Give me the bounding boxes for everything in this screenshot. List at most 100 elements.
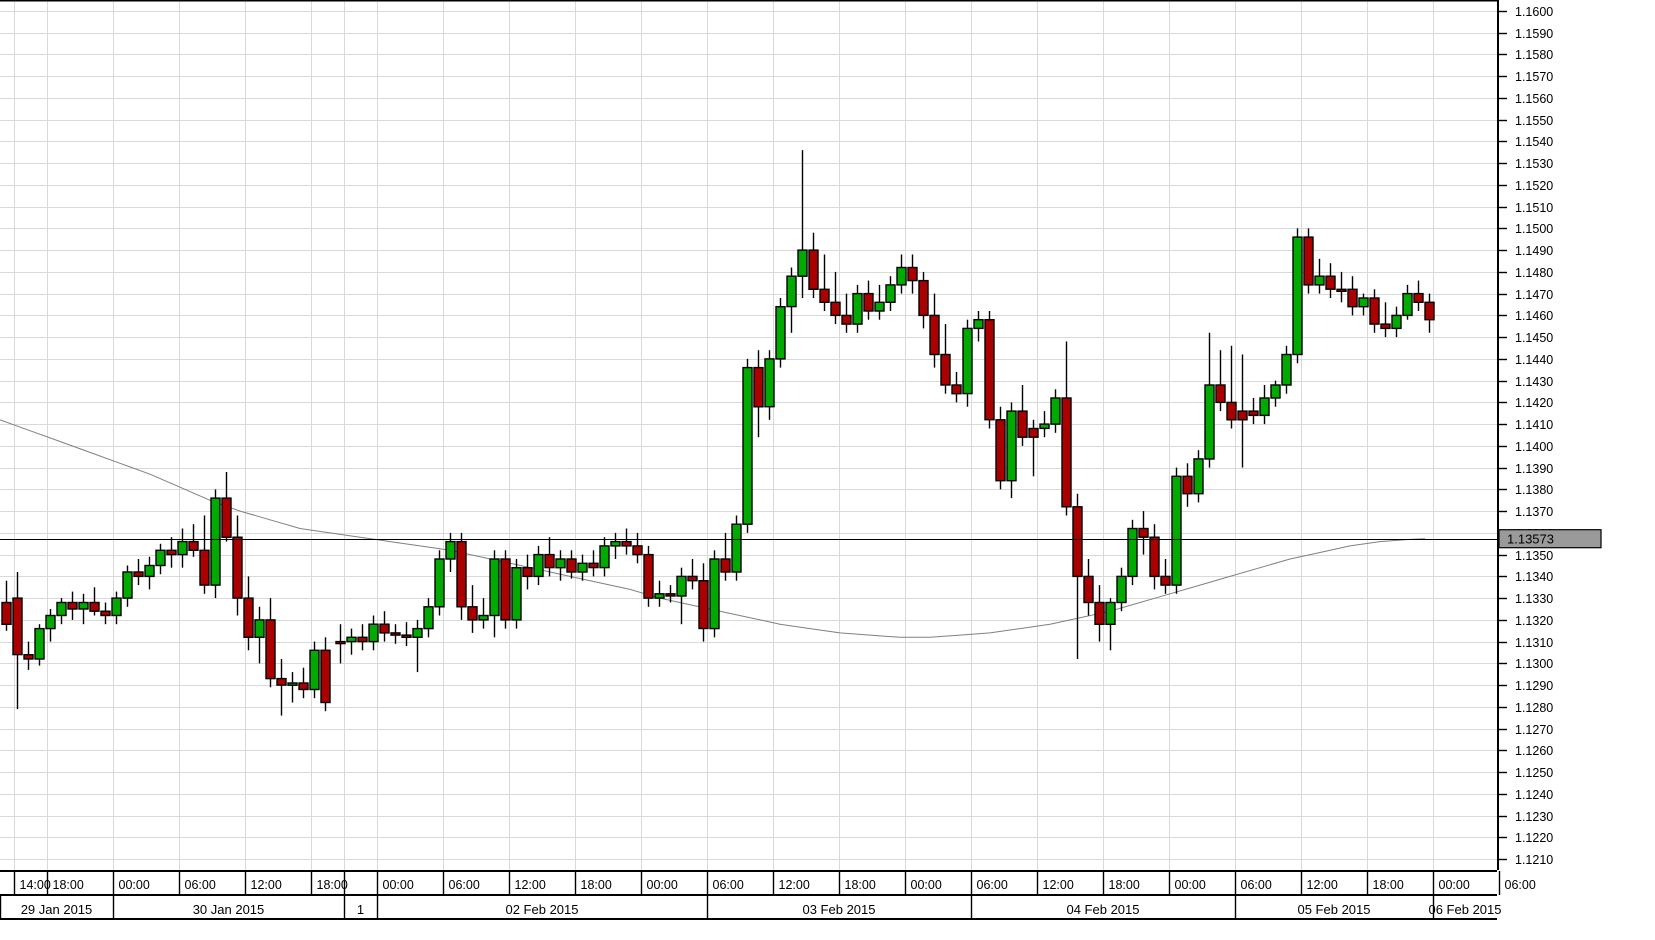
candle[interactable] <box>368 615 379 651</box>
candle[interactable] <box>544 537 555 577</box>
candle[interactable] <box>434 550 445 616</box>
candle[interactable] <box>1281 345 1292 394</box>
candle[interactable] <box>720 532 731 581</box>
candle[interactable] <box>298 667 309 699</box>
candle[interactable] <box>379 611 390 642</box>
candle[interactable] <box>500 550 511 629</box>
candle[interactable] <box>841 293 852 333</box>
candle[interactable] <box>1391 306 1402 338</box>
candle[interactable] <box>177 528 188 568</box>
candle[interactable] <box>265 598 276 688</box>
candle[interactable] <box>731 515 742 581</box>
candle[interactable] <box>940 324 951 394</box>
candle[interactable] <box>599 537 610 577</box>
candle[interactable] <box>1336 271 1347 303</box>
candle[interactable] <box>401 622 412 646</box>
candle[interactable] <box>1061 341 1072 516</box>
candle[interactable] <box>335 624 346 664</box>
candle[interactable] <box>1105 598 1116 651</box>
candle[interactable] <box>467 585 478 633</box>
candle[interactable] <box>676 567 687 625</box>
candle[interactable] <box>199 515 210 594</box>
candle[interactable] <box>489 550 500 638</box>
candle[interactable] <box>1402 284 1413 320</box>
candle[interactable] <box>287 672 298 703</box>
candle[interactable] <box>830 271 841 325</box>
candle[interactable] <box>1017 385 1028 446</box>
candle[interactable] <box>984 311 995 429</box>
candle[interactable] <box>390 624 401 644</box>
candle[interactable] <box>863 280 874 320</box>
candle[interactable] <box>555 550 566 581</box>
candle[interactable] <box>1413 280 1424 311</box>
candle[interactable] <box>775 298 786 368</box>
candle[interactable] <box>1259 385 1270 425</box>
candle[interactable] <box>155 543 166 575</box>
candle[interactable] <box>1039 411 1050 438</box>
candle[interactable] <box>654 580 665 607</box>
candle[interactable] <box>1149 524 1160 590</box>
candle[interactable] <box>918 271 929 329</box>
candle[interactable] <box>1160 559 1171 594</box>
candle[interactable] <box>254 606 265 664</box>
chart-plot-area[interactable] <box>0 0 1497 870</box>
candle[interactable] <box>210 489 221 599</box>
candle[interactable] <box>67 591 78 620</box>
candle[interactable] <box>1303 228 1314 294</box>
candle[interactable] <box>1424 293 1435 333</box>
candle[interactable] <box>320 637 331 712</box>
candle[interactable] <box>1127 519 1138 586</box>
candle[interactable] <box>907 254 918 294</box>
candle[interactable] <box>533 545 544 586</box>
time-axis-svg[interactable]: 14:00 18:00 00:00 06:00 12:00 18:00 00:00 06:00… <box>0 870 1655 940</box>
candle[interactable] <box>1314 258 1325 294</box>
candle[interactable] <box>929 293 940 368</box>
candle[interactable] <box>133 559 144 586</box>
candle[interactable] <box>166 537 177 568</box>
candle[interactable] <box>753 350 764 438</box>
candle[interactable] <box>1182 463 1193 507</box>
candle[interactable] <box>243 576 254 651</box>
candlestick-series[interactable] <box>1 150 1435 716</box>
candle[interactable] <box>1215 350 1226 412</box>
candle[interactable] <box>1083 559 1094 616</box>
candle[interactable] <box>45 609 56 642</box>
candle[interactable] <box>786 267 797 333</box>
plot-svg[interactable] <box>0 0 1497 870</box>
candle[interactable] <box>89 587 100 616</box>
candle[interactable] <box>1072 493 1083 659</box>
candle[interactable] <box>511 559 522 629</box>
candle[interactable] <box>456 532 467 620</box>
candle[interactable] <box>100 602 111 625</box>
candle[interactable] <box>1248 398 1259 425</box>
candle[interactable] <box>566 550 577 579</box>
candle[interactable] <box>522 554 533 590</box>
candle[interactable] <box>122 565 133 607</box>
candle[interactable] <box>12 572 23 710</box>
candle[interactable] <box>423 598 434 638</box>
candle[interactable] <box>973 311 984 342</box>
candle[interactable] <box>577 554 588 581</box>
candle[interactable] <box>23 641 34 670</box>
candle[interactable] <box>1237 354 1248 468</box>
candle[interactable] <box>1358 293 1369 316</box>
candle[interactable] <box>962 319 973 407</box>
candle[interactable] <box>1116 567 1127 612</box>
candle[interactable] <box>1204 332 1215 468</box>
candle[interactable] <box>621 528 632 555</box>
candle[interactable] <box>1050 389 1061 433</box>
price-axis-svg[interactable]: 1.1600 1.1590 1.1580 1.1570 1.1560 1.1550 1.15… <box>1497 0 1655 870</box>
candle[interactable] <box>1325 263 1336 298</box>
time-axis[interactable]: 14:00 18:00 00:00 06:00 12:00 18:00 00:00 06:00… <box>0 870 1655 940</box>
candle[interactable] <box>221 472 232 542</box>
candle[interactable] <box>1292 228 1303 364</box>
candle[interactable] <box>111 591 122 625</box>
candle[interactable] <box>1193 450 1204 503</box>
candle[interactable] <box>276 659 287 716</box>
candle[interactable] <box>995 406 1006 490</box>
candle[interactable] <box>643 545 654 607</box>
candle[interactable] <box>808 232 819 298</box>
candle[interactable] <box>78 593 89 625</box>
candle[interactable] <box>1138 511 1149 555</box>
candle[interactable] <box>885 276 896 311</box>
